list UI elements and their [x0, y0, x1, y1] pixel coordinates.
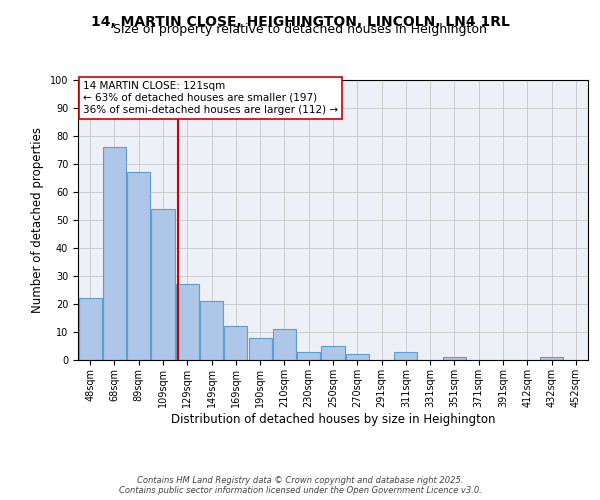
Bar: [103, 147, 126, 360]
Bar: [322, 346, 344, 360]
Text: Contains HM Land Registry data © Crown copyright and database right 2025.
Contai: Contains HM Land Registry data © Crown c…: [119, 476, 481, 495]
Bar: [346, 354, 369, 360]
Bar: [224, 326, 247, 360]
Bar: [79, 298, 101, 360]
Bar: [151, 209, 175, 360]
Bar: [127, 172, 150, 360]
Bar: [200, 301, 223, 360]
Text: 14 MARTIN CLOSE: 121sqm
← 63% of detached houses are smaller (197)
36% of semi-d: 14 MARTIN CLOSE: 121sqm ← 63% of detache…: [83, 82, 338, 114]
Text: Size of property relative to detached houses in Heighington: Size of property relative to detached ho…: [113, 22, 487, 36]
Bar: [297, 352, 320, 360]
Bar: [540, 357, 563, 360]
Bar: [394, 352, 418, 360]
Text: 14, MARTIN CLOSE, HEIGHINGTON, LINCOLN, LN4 1RL: 14, MARTIN CLOSE, HEIGHINGTON, LINCOLN, …: [91, 15, 509, 29]
Bar: [248, 338, 272, 360]
Bar: [176, 284, 199, 360]
Bar: [273, 329, 296, 360]
Bar: [443, 357, 466, 360]
X-axis label: Distribution of detached houses by size in Heighington: Distribution of detached houses by size …: [171, 412, 495, 426]
Y-axis label: Number of detached properties: Number of detached properties: [31, 127, 44, 313]
